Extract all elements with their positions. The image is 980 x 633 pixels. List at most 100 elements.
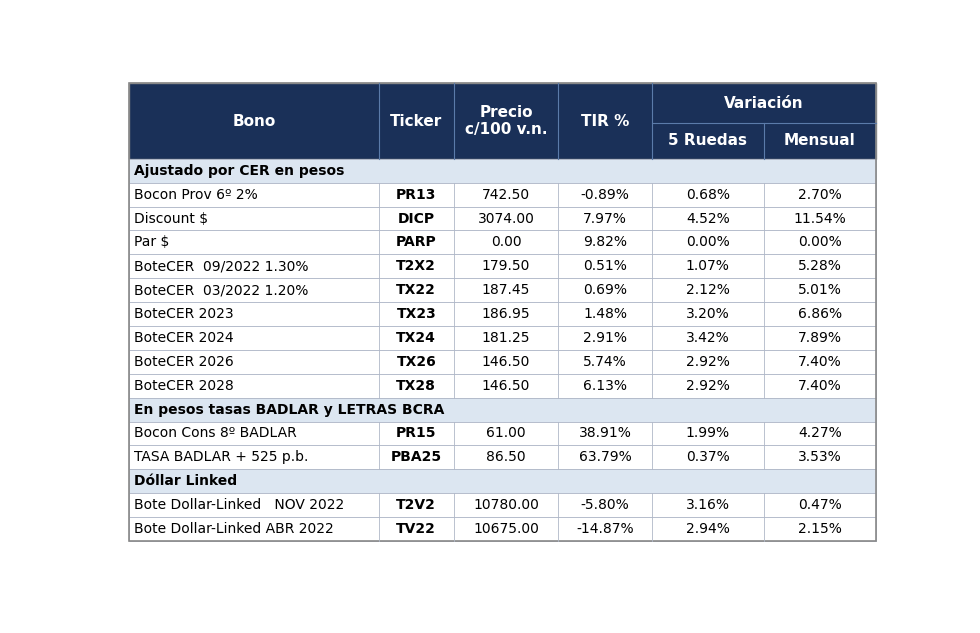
Text: 2.12%: 2.12%: [686, 283, 730, 297]
Text: 4.52%: 4.52%: [686, 211, 730, 225]
Text: 2.15%: 2.15%: [798, 522, 842, 536]
Text: 63.79%: 63.79%: [578, 450, 631, 465]
Bar: [128, 84, 876, 159]
Text: 2.70%: 2.70%: [798, 187, 842, 202]
Text: 3074.00: 3074.00: [477, 211, 534, 225]
Text: 0.00%: 0.00%: [798, 235, 842, 249]
Text: 7.40%: 7.40%: [798, 379, 842, 392]
Bar: [128, 398, 876, 422]
Text: Bono: Bono: [232, 113, 275, 128]
Text: 181.25: 181.25: [482, 331, 530, 345]
Bar: [128, 84, 876, 159]
Text: 86.50: 86.50: [486, 450, 526, 465]
Text: BoteCER 2028: BoteCER 2028: [134, 379, 233, 392]
Text: 2.92%: 2.92%: [686, 355, 730, 369]
Text: 0.37%: 0.37%: [686, 450, 730, 465]
Text: 61.00: 61.00: [486, 427, 526, 441]
Text: 3.16%: 3.16%: [686, 498, 730, 512]
Text: -0.89%: -0.89%: [580, 187, 629, 202]
Text: -5.80%: -5.80%: [580, 498, 629, 512]
Text: BoteCER  09/2022 1.30%: BoteCER 09/2022 1.30%: [134, 260, 309, 273]
Text: TX28: TX28: [396, 379, 436, 392]
Text: 10675.00: 10675.00: [473, 522, 539, 536]
Bar: [128, 326, 876, 350]
Text: PARP: PARP: [396, 235, 437, 249]
Text: 0.51%: 0.51%: [583, 260, 627, 273]
Text: Discount $: Discount $: [134, 211, 208, 225]
Text: BoteCER 2024: BoteCER 2024: [134, 331, 233, 345]
Text: 3.53%: 3.53%: [798, 450, 842, 465]
Text: 7.97%: 7.97%: [583, 211, 627, 225]
Text: Precio
c/100 v.n.: Precio c/100 v.n.: [465, 105, 547, 137]
Text: BoteCER 2023: BoteCER 2023: [134, 307, 233, 321]
Text: TASA BADLAR + 525 p.b.: TASA BADLAR + 525 p.b.: [134, 450, 309, 465]
Text: Ticker: Ticker: [390, 113, 442, 128]
Text: 3.42%: 3.42%: [686, 331, 730, 345]
Bar: [128, 206, 876, 230]
Bar: [128, 254, 876, 279]
Text: Variación: Variación: [724, 96, 804, 111]
Text: 6.86%: 6.86%: [798, 307, 842, 321]
Bar: [128, 183, 876, 206]
Text: 187.45: 187.45: [482, 283, 530, 297]
Text: DICP: DICP: [398, 211, 435, 225]
Text: 5.28%: 5.28%: [798, 260, 842, 273]
Bar: [128, 159, 876, 183]
Text: PR15: PR15: [396, 427, 436, 441]
Text: TV22: TV22: [396, 522, 436, 536]
Text: 186.95: 186.95: [482, 307, 530, 321]
Text: PBA25: PBA25: [391, 450, 442, 465]
Text: PR13: PR13: [396, 187, 436, 202]
Text: TX22: TX22: [396, 283, 436, 297]
Bar: [128, 302, 876, 326]
Text: 146.50: 146.50: [482, 355, 530, 369]
Text: 0.69%: 0.69%: [583, 283, 627, 297]
Bar: [128, 230, 876, 254]
Text: 5.74%: 5.74%: [583, 355, 627, 369]
Text: 3.20%: 3.20%: [686, 307, 730, 321]
Text: 1.48%: 1.48%: [583, 307, 627, 321]
Text: TX26: TX26: [397, 355, 436, 369]
Text: 0.68%: 0.68%: [686, 187, 730, 202]
Text: 0.47%: 0.47%: [798, 498, 842, 512]
Text: TIR %: TIR %: [581, 113, 629, 128]
Text: 0.00: 0.00: [491, 235, 521, 249]
Text: 742.50: 742.50: [482, 187, 530, 202]
Text: 4.27%: 4.27%: [798, 427, 842, 441]
Text: Bote Dollar-Linked ABR 2022: Bote Dollar-Linked ABR 2022: [134, 522, 333, 536]
Bar: [128, 373, 876, 398]
Text: 2.92%: 2.92%: [686, 379, 730, 392]
Text: Bote Dollar-Linked   NOV 2022: Bote Dollar-Linked NOV 2022: [134, 498, 344, 512]
Text: 2.91%: 2.91%: [583, 331, 627, 345]
Bar: [128, 350, 876, 373]
Bar: [128, 446, 876, 469]
Text: T2X2: T2X2: [396, 260, 436, 273]
Text: TX23: TX23: [397, 307, 436, 321]
Text: 6.13%: 6.13%: [583, 379, 627, 392]
Text: 1.07%: 1.07%: [686, 260, 730, 273]
Bar: [128, 422, 876, 446]
Text: 5 Ruedas: 5 Ruedas: [668, 133, 748, 148]
Text: 9.82%: 9.82%: [583, 235, 627, 249]
Text: 0.00%: 0.00%: [686, 235, 730, 249]
Text: TX24: TX24: [396, 331, 436, 345]
Text: T2V2: T2V2: [396, 498, 436, 512]
Text: 11.54%: 11.54%: [794, 211, 847, 225]
Text: 38.91%: 38.91%: [578, 427, 631, 441]
Text: Bocon Prov 6º 2%: Bocon Prov 6º 2%: [134, 187, 258, 202]
Text: 179.50: 179.50: [482, 260, 530, 273]
Text: Mensual: Mensual: [784, 133, 856, 148]
Bar: [128, 517, 876, 541]
Text: -14.87%: -14.87%: [576, 522, 634, 536]
Bar: [128, 279, 876, 302]
Text: BoteCER 2026: BoteCER 2026: [134, 355, 233, 369]
Text: 1.99%: 1.99%: [686, 427, 730, 441]
Text: 7.89%: 7.89%: [798, 331, 842, 345]
Text: Dóllar Linked: Dóllar Linked: [134, 474, 237, 488]
Text: 5.01%: 5.01%: [798, 283, 842, 297]
Text: BoteCER  03/2022 1.20%: BoteCER 03/2022 1.20%: [134, 283, 309, 297]
Text: Bocon Cons 8º BADLAR: Bocon Cons 8º BADLAR: [134, 427, 297, 441]
Text: 7.40%: 7.40%: [798, 355, 842, 369]
Text: 10780.00: 10780.00: [473, 498, 539, 512]
Text: Par $: Par $: [134, 235, 170, 249]
